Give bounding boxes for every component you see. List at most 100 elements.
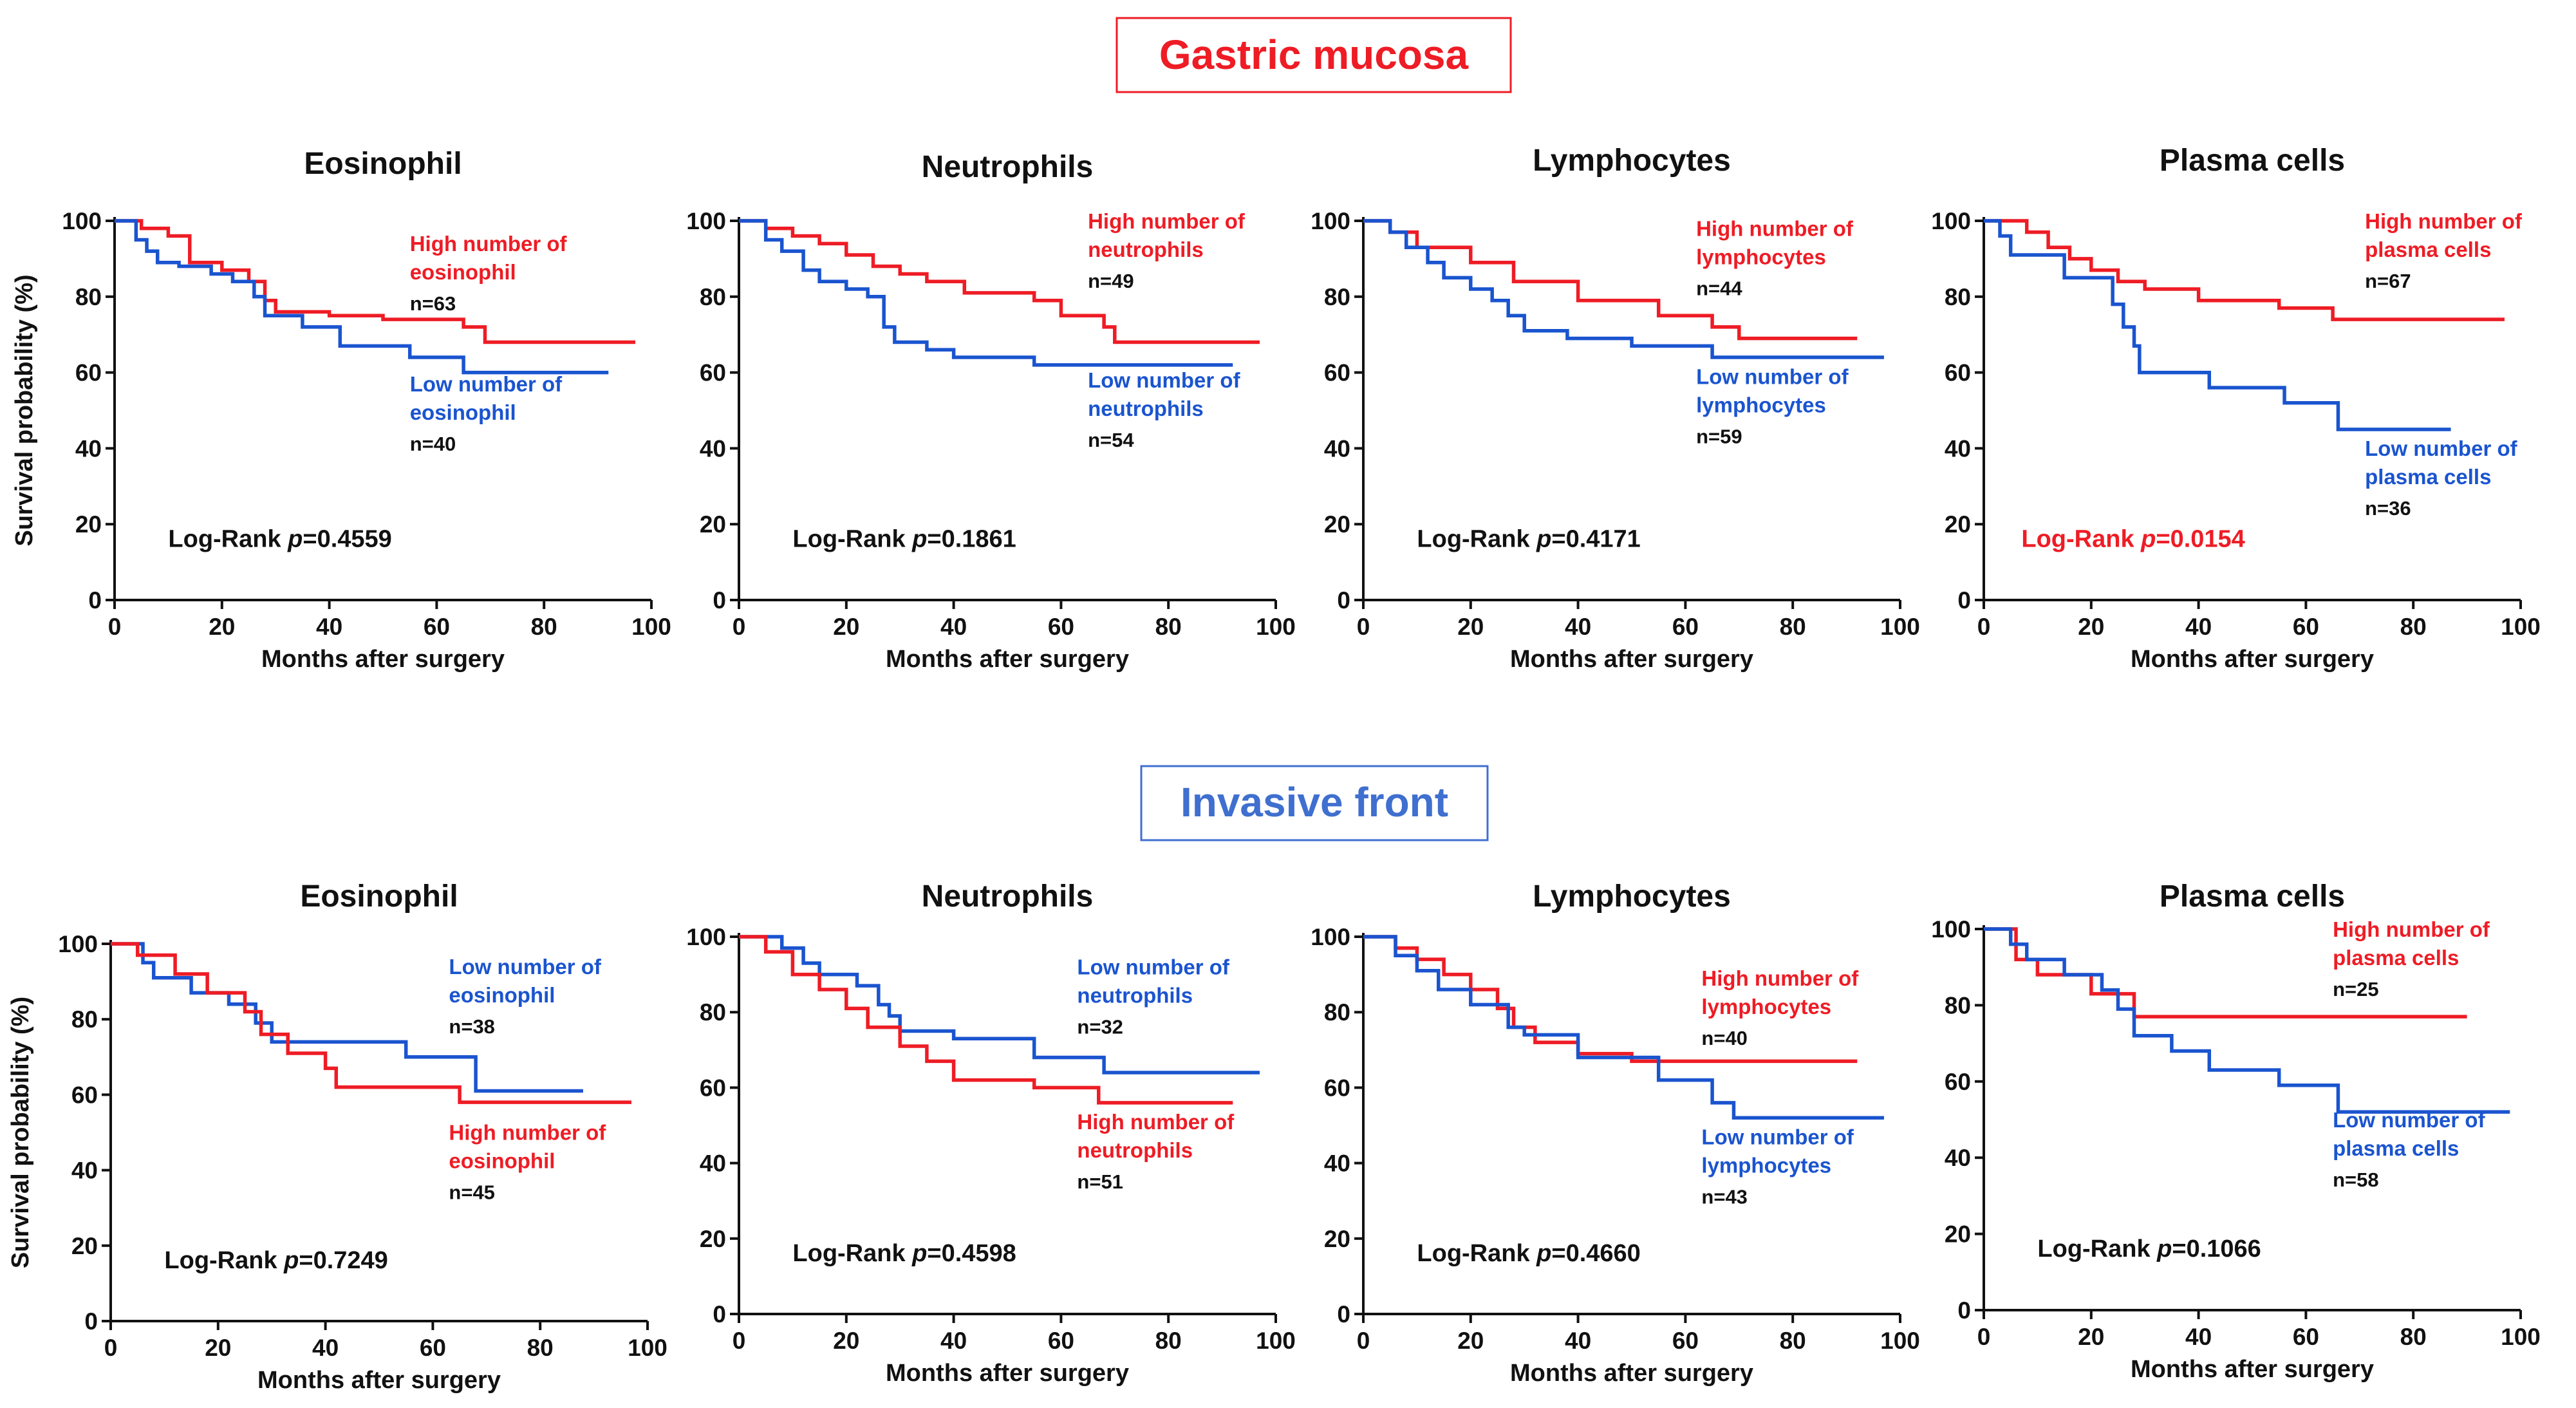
logrank-p-value: Log-Rank p=0.4660 <box>1417 1240 1640 1267</box>
x-tick-label: 100 <box>628 1335 667 1361</box>
y-tick-label: 100 <box>62 208 102 234</box>
x-tick-label: 60 <box>424 614 450 640</box>
x-tick-label: 40 <box>940 1328 967 1354</box>
x-tick-label: 0 <box>108 614 122 640</box>
sample-size-label: n=43 <box>1701 1185 1748 1208</box>
x-tick-label: 20 <box>833 614 859 640</box>
sample-size-label: n=32 <box>1077 1016 1123 1038</box>
y-tick-label: 0 <box>1957 1297 1971 1324</box>
curve-label-low: neutrophils <box>1088 397 1204 420</box>
x-tick-label: 40 <box>1565 614 1591 640</box>
curve-label-low: Low number of <box>410 372 563 396</box>
x-tick-label: 20 <box>2078 614 2104 640</box>
survival-curve-high <box>115 219 635 344</box>
curve-label-low: lymphocytes <box>1696 393 1826 417</box>
curve-label-high: lymphocytes <box>1696 245 1826 269</box>
y-tick-label: 100 <box>1931 916 1971 943</box>
survival-curve-low <box>115 219 609 375</box>
km-panel-7: Lymphocytes 0 20 40 60 80 100 0 20 40 60 80 100 Month… <box>1311 879 1920 1387</box>
x-tick-label: 40 <box>312 1335 339 1361</box>
y-tick-label: 80 <box>1324 284 1350 310</box>
panel-title: Plasma cells <box>2160 879 2345 914</box>
curve-label-high: neutrophils <box>1077 1138 1193 1162</box>
sample-size-label: n=58 <box>2333 1169 2379 1191</box>
curve-label-low: plasma cells <box>2333 1136 2459 1160</box>
sample-size-label: n=36 <box>2365 497 2411 520</box>
y-tick-label: 20 <box>1945 511 1971 538</box>
x-tick-label: 80 <box>1155 614 1182 640</box>
x-tick-label: 20 <box>209 614 235 640</box>
y-tick-label: 100 <box>1311 924 1350 950</box>
x-axis-title: Months after surgery <box>886 1360 1129 1387</box>
x-tick-label: 80 <box>1780 1328 1806 1354</box>
panel-title: Eosinophil <box>304 147 462 181</box>
sample-size-label: n=67 <box>2365 270 2411 292</box>
x-tick-label: 0 <box>104 1335 118 1361</box>
panel-title: Plasma cells <box>2160 144 2345 178</box>
survival-curve-high <box>1984 219 2505 321</box>
curve-label-low: Low number of <box>1077 955 1229 979</box>
x-axis-title: Months after surgery <box>2131 646 2374 673</box>
y-tick-label: 100 <box>686 924 726 950</box>
logrank-p-value: Log-Rank p=0.4171 <box>1417 526 1640 553</box>
km-panel-3: Lymphocytes 0 20 40 60 80 100 0 20 40 60 80 100 Month… <box>1311 144 1920 673</box>
curve-label-low: eosinophil <box>410 400 516 424</box>
curve-label-high: eosinophil <box>449 1149 555 1173</box>
sample-size-label: n=49 <box>1088 270 1134 292</box>
x-tick-label: 0 <box>733 614 746 640</box>
y-tick-label: 60 <box>1324 360 1350 386</box>
x-tick-label: 20 <box>1457 1328 1484 1354</box>
y-tick-label: 20 <box>71 1233 98 1259</box>
section-title: Invasive front <box>1181 779 1448 825</box>
x-axis-title: Months after surgery <box>1510 646 1753 673</box>
curve-label-high: plasma cells <box>2333 946 2459 970</box>
km-panel-2: Neutrophils 0 20 40 60 80 100 0 20 40 60 80 100 Month… <box>686 150 1296 673</box>
y-tick-label: 40 <box>1324 1150 1350 1177</box>
panel-title: Lymphocytes <box>1533 144 1731 178</box>
x-tick-label: 80 <box>1155 1328 1182 1354</box>
x-tick-label: 0 <box>1357 1328 1370 1354</box>
y-tick-label: 20 <box>1324 511 1350 538</box>
km-panel-6: Neutrophils 0 20 40 60 80 100 0 20 40 60 80 100 Month… <box>686 879 1296 1387</box>
survival-curve-low <box>1984 927 2510 1114</box>
y-tick-label: 40 <box>1945 435 1971 462</box>
sample-size-label: n=45 <box>449 1181 495 1204</box>
section-header-invasive-front: Invasive front <box>1140 765 1489 841</box>
survival-curve-low <box>1363 219 1884 359</box>
y-tick-label: 80 <box>75 284 102 310</box>
curve-label-high: plasma cells <box>2365 238 2491 261</box>
x-tick-label: 40 <box>940 614 967 640</box>
logrank-p-value: Log-Rank p=0.4559 <box>168 526 391 553</box>
x-tick-label: 100 <box>1880 614 1920 640</box>
survival-curve-low <box>739 935 1260 1075</box>
curve-label-low: lymphocytes <box>1701 1153 1831 1177</box>
x-tick-label: 40 <box>2185 1324 2212 1350</box>
x-tick-label: 20 <box>2078 1324 2104 1350</box>
x-tick-label: 100 <box>2501 614 2541 640</box>
x-axis-title: Months after surgery <box>2131 1356 2374 1383</box>
x-tick-label: 40 <box>316 614 342 640</box>
curve-label-low: eosinophil <box>449 983 555 1007</box>
y-tick-label: 20 <box>1324 1226 1350 1252</box>
km-panel-8: Plasma cells 0 20 40 60 80 100 0 20 40 60 80 100 Mont… <box>1931 879 2541 1383</box>
sample-size-label: n=40 <box>410 433 456 455</box>
y-tick-label: 80 <box>1945 284 1971 310</box>
panel-title: Neutrophils <box>922 150 1094 184</box>
survival-curve-low <box>739 219 1233 367</box>
x-tick-label: 60 <box>420 1335 446 1361</box>
y-tick-label: 20 <box>700 1226 726 1252</box>
y-tick-label: 0 <box>713 587 726 614</box>
survival-curve-low <box>1363 935 1884 1120</box>
section-title: Gastric mucosa <box>1159 32 1469 78</box>
sample-size-label: n=40 <box>1701 1027 1748 1049</box>
sample-size-label: n=51 <box>1077 1170 1123 1193</box>
curve-label-high: High number of <box>1077 1110 1235 1134</box>
y-tick-label: 40 <box>1324 435 1350 462</box>
curve-label-high: eosinophil <box>410 260 516 284</box>
section-title-box <box>1115 17 1512 93</box>
x-tick-label: 100 <box>1256 1328 1296 1354</box>
x-tick-label: 100 <box>2501 1324 2541 1350</box>
x-axis-title: Months after surgery <box>261 646 505 673</box>
y-tick-label: 60 <box>700 360 726 386</box>
